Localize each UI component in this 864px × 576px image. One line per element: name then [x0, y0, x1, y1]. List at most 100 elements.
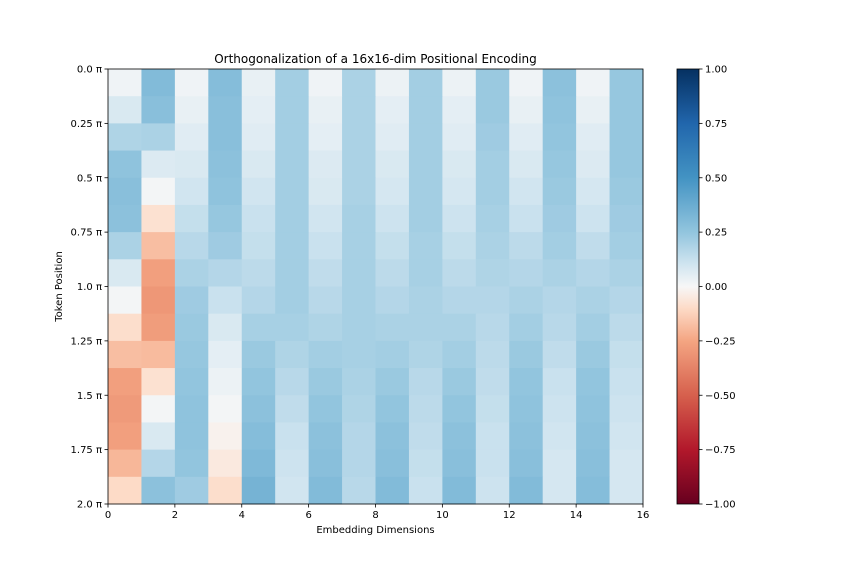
- heatmap-cell: [275, 204, 310, 233]
- heatmap-cell: [442, 395, 477, 423]
- heatmap-cell: [375, 449, 410, 478]
- heatmap-cell: [576, 69, 610, 97]
- heatmap-cell: [275, 422, 310, 451]
- heatmap-cell: [576, 259, 610, 287]
- x-tick-label: 4: [239, 510, 245, 521]
- heatmap-cell: [509, 286, 544, 315]
- heatmap-cell: [509, 368, 544, 396]
- heatmap-cell: [241, 422, 276, 451]
- heatmap-cell: [208, 313, 243, 342]
- heatmap-cell: [275, 69, 310, 97]
- heatmap-cell: [174, 395, 209, 423]
- colorbar-tick-label: 0.50: [705, 173, 727, 184]
- heatmap-cell: [475, 340, 510, 369]
- heatmap-cell: [609, 204, 644, 233]
- heatmap-cell: [108, 204, 142, 233]
- heatmap-cell: [609, 259, 644, 287]
- heatmap-cell: [241, 96, 276, 124]
- heatmap-cell: [342, 259, 376, 287]
- heatmap-cell: [542, 313, 577, 342]
- heatmap-cell: [509, 96, 544, 124]
- heatmap-cell: [509, 177, 544, 206]
- heatmap-cell: [475, 313, 510, 342]
- heatmap-cell: [174, 96, 209, 124]
- heatmap-cell: [141, 123, 176, 151]
- heatmap-cell: [576, 204, 610, 233]
- heatmap-cell: [442, 96, 477, 124]
- heatmap-cell: [208, 177, 243, 206]
- heatmap-cell: [308, 150, 343, 179]
- heatmap-cell: [275, 395, 310, 423]
- heatmap-cell: [342, 123, 376, 151]
- colorbar-tick-label: −0.75: [705, 445, 736, 456]
- heatmap-cell: [375, 368, 410, 396]
- x-tick-label: 8: [372, 510, 378, 521]
- heatmap-cell: [141, 395, 176, 423]
- heatmap-cell: [375, 476, 410, 505]
- x-tick-label: 14: [570, 510, 583, 521]
- heatmap-cell: [174, 204, 209, 233]
- heatmap-cell: [208, 422, 243, 451]
- y-tick-label: 1.5 π: [77, 391, 102, 402]
- heatmap-cell: [475, 232, 510, 260]
- heatmap-cell: [576, 313, 610, 342]
- heatmap-cell: [342, 422, 376, 451]
- heatmap-cell: [475, 177, 510, 206]
- heatmap-cell: [241, 476, 276, 505]
- heatmap-cell: [108, 476, 142, 505]
- heatmap-cell: [475, 123, 510, 151]
- heatmap-cell: [609, 123, 644, 151]
- heatmap-cell: [609, 232, 644, 260]
- heatmap-cell: [576, 96, 610, 124]
- heatmap-cell: [609, 313, 644, 342]
- heatmap-cell: [174, 476, 209, 505]
- heatmap-cell: [408, 177, 443, 206]
- heatmap-cell: [609, 150, 644, 179]
- heatmap-cell: [408, 69, 443, 97]
- heatmap-cell: [108, 449, 142, 478]
- heatmap-cell: [442, 123, 477, 151]
- heatmap-cell: [609, 340, 644, 369]
- heatmap-cell: [542, 150, 577, 179]
- x-tick-label: 10: [436, 510, 449, 521]
- heatmap-cell: [576, 476, 610, 505]
- heatmap-cell: [174, 422, 209, 451]
- heatmap-cell: [308, 123, 343, 151]
- heatmap-cell: [475, 476, 510, 505]
- heatmap-cell: [408, 259, 443, 287]
- heatmap-cell: [308, 204, 343, 233]
- heatmap-cell: [475, 422, 510, 451]
- heatmap-cell: [609, 449, 644, 478]
- heatmap-cell: [141, 259, 176, 287]
- heatmap-cell: [241, 340, 276, 369]
- heatmap-cell: [275, 476, 310, 505]
- colorbar-tick-label: −0.50: [705, 391, 736, 402]
- colorbar-tick-label: 0.75: [705, 119, 727, 130]
- heatmap-cell: [375, 204, 410, 233]
- heatmap-cell: [208, 259, 243, 287]
- heatmap-cell: [108, 286, 142, 315]
- heatmap-cell: [542, 340, 577, 369]
- heatmap-cell: [609, 286, 644, 315]
- heatmap-cell: [108, 313, 142, 342]
- colorbar-ticks: 1.00 0.75 0.50 0.25 0.00 −0.25 −0.50 −0.75 −1.00: [699, 65, 736, 511]
- heatmap-cell: [241, 368, 276, 396]
- colorbar-tick-label: 1.00: [705, 65, 727, 76]
- heatmap-cell: [241, 204, 276, 233]
- heatmap-cell: [174, 232, 209, 260]
- heatmap-cell: [375, 150, 410, 179]
- heatmap-cell: [208, 69, 243, 97]
- heatmap-cell: [342, 286, 376, 315]
- heatmap-cell: [141, 340, 176, 369]
- heatmap-cell: [609, 476, 644, 505]
- heatmap-cell: [375, 340, 410, 369]
- x-axis-label: Embedding Dimensions: [316, 525, 434, 536]
- heatmap-cell: [609, 177, 644, 206]
- heatmap-cell: [308, 449, 343, 478]
- heatmap-cell: [308, 96, 343, 124]
- heatmap-cell: [241, 286, 276, 315]
- heatmap-cell: [141, 313, 176, 342]
- heatmap-cell: [542, 422, 577, 451]
- heatmap-cell: [241, 69, 276, 97]
- heatmap-cell: [275, 313, 310, 342]
